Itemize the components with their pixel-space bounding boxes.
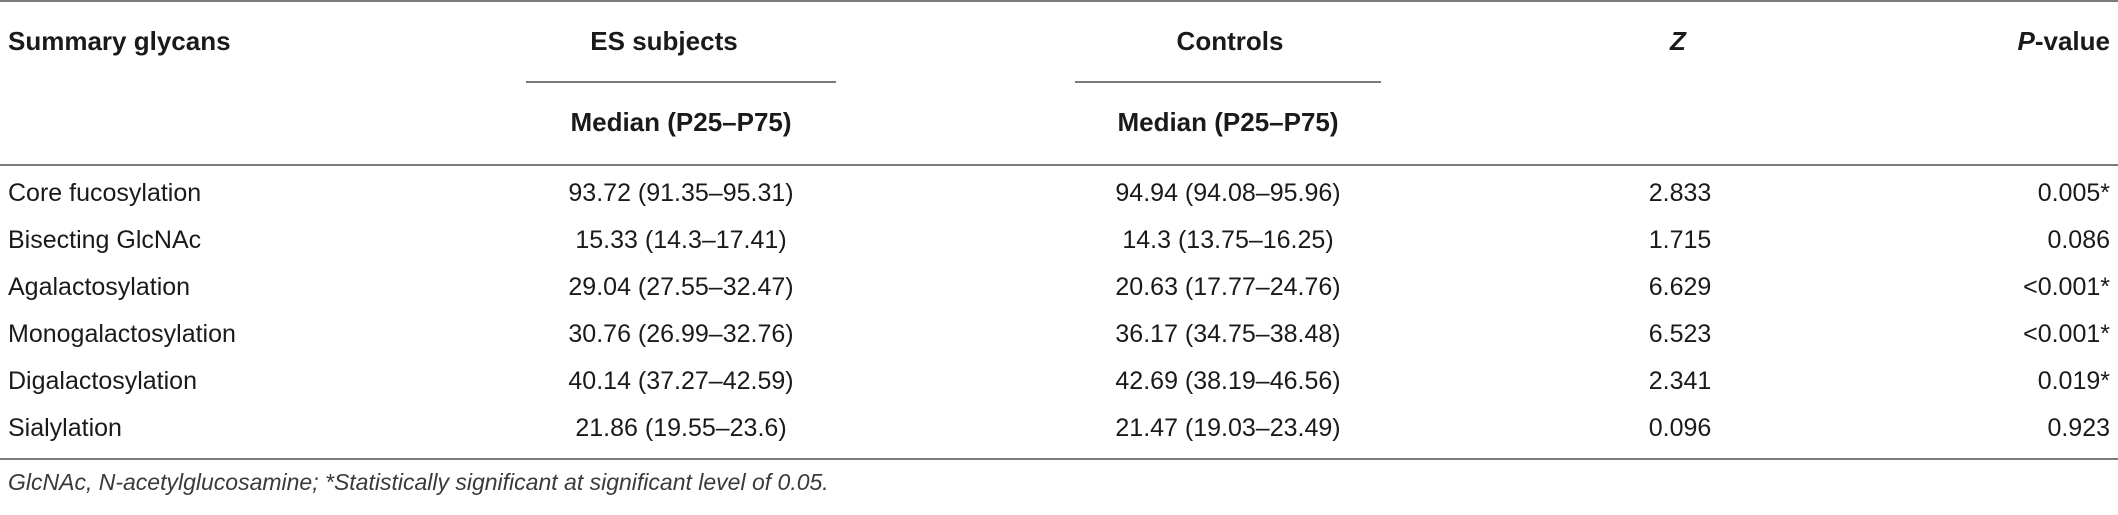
subheader-es-median: Median (P25–P75) [570,107,792,137]
header-p-value: P-value [2018,26,2111,56]
row-3-z: 6.523 [1648,320,1712,348]
row-4-z: 2.341 [1648,367,1712,395]
row-2-glycan: Agalactosylation [8,273,191,301]
row-1-z: 1.715 [1648,226,1712,254]
row-1-controls: 14.3 (13.75–16.25) [1122,226,1334,254]
row-5-controls: 21.47 (19.03–23.49) [1115,414,1341,442]
row-5-es: 21.86 (19.55–23.6) [575,414,787,442]
table-bottom-rule [0,458,2118,460]
row-4-controls: 42.69 (38.19–46.56) [1115,367,1341,395]
row-2-es: 29.04 (27.55–32.47) [568,273,794,301]
row-4-es: 40.14 (37.27–42.59) [568,367,794,395]
row-1-es: 15.33 (14.3–17.41) [575,226,787,254]
row-1-glycan: Bisecting GlcNAc [8,226,202,254]
header-es-subjects: ES subjects [590,26,738,56]
row-2-controls: 20.63 (17.77–24.76) [1115,273,1341,301]
row-2-p: <0.001* [2023,273,2110,301]
table-top-rule [0,0,2118,2]
row-0-z: 2.833 [1648,179,1712,207]
row-3-es: 30.76 (26.99–32.76) [568,320,794,348]
header-summary-glycans: Summary glycans [8,26,231,56]
header-p-italic: P [2017,26,2035,56]
row-5-p: 0.923 [2047,414,2110,442]
table-footnote: GlcNAc, N-acetylglucosamine; *Statistica… [8,469,829,495]
header-controls: Controls [1176,26,1284,56]
row-3-p: <0.001* [2023,320,2110,348]
controls-subheader-rule [1075,81,1381,83]
row-4-p: 0.019* [2037,367,2110,395]
header-z: Z [1670,26,1686,56]
header-bottom-rule [0,164,2118,166]
row-4-glycan: Digalactosylation [8,367,197,395]
es-subheader-rule [526,81,836,83]
row-5-glycan: Sialylation [8,414,122,442]
row-3-controls: 36.17 (34.75–38.48) [1115,320,1341,348]
row-0-glycan: Core fucosylation [8,179,202,207]
subheader-controls-median: Median (P25–P75) [1117,107,1339,137]
row-2-z: 6.629 [1648,273,1712,301]
row-1-p: 0.086 [2047,226,2110,254]
row-3-glycan: Monogalactosylation [8,320,236,348]
row-0-p: 0.005* [2037,179,2110,207]
row-5-z: 0.096 [1648,414,1712,442]
header-p-rest: -value [2034,26,2110,56]
row-0-controls: 94.94 (94.08–95.96) [1115,179,1341,207]
row-0-es: 93.72 (91.35–95.31) [568,179,794,207]
